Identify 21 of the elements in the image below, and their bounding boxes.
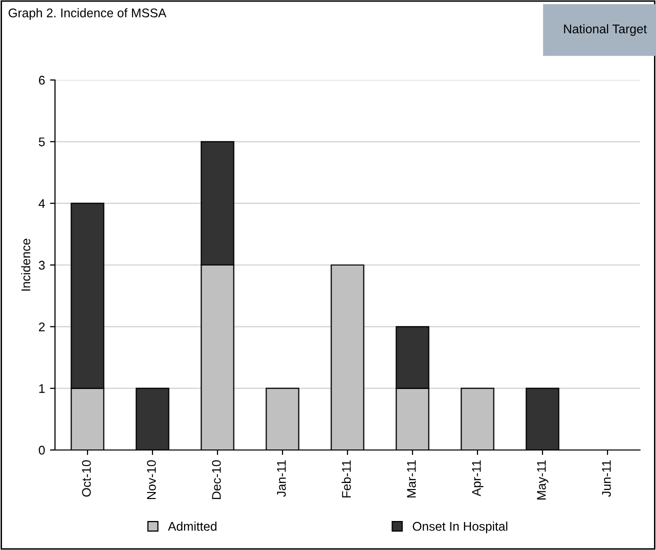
x-tick-label: Dec-10 xyxy=(212,460,221,499)
x-tick-label: Nov-10 xyxy=(147,460,156,499)
chart-title: Graph 2. Incidence of MSSA xyxy=(8,8,166,20)
x-tick-label: Mar-11 xyxy=(407,460,416,498)
x-tick-label: Feb-11 xyxy=(342,460,351,498)
legend-label: Onset In Hospital xyxy=(412,522,508,534)
y-tick-label: 5 xyxy=(38,138,45,146)
y-axis-title: Incidence xyxy=(21,238,30,291)
text: National Target xyxy=(564,24,647,36)
y-tick-label: 3 xyxy=(38,260,45,270)
x-tick-label: May-11 xyxy=(537,460,548,500)
y-tick-label: 1 xyxy=(39,384,45,393)
x-tick-label: Jan-11 xyxy=(277,460,286,497)
legend-label: Admitted xyxy=(168,522,216,531)
x-tick-label: Oct-10 xyxy=(82,460,91,497)
y-tick-label: 4 xyxy=(38,199,45,208)
x-tick-label: Apr-11 xyxy=(472,460,484,496)
y-tick-label: 0 xyxy=(38,446,45,455)
x-tick-label: Jun-11 xyxy=(602,460,611,497)
y-tick-label: 6 xyxy=(38,76,45,85)
y-tick-label: 2 xyxy=(38,322,45,332)
